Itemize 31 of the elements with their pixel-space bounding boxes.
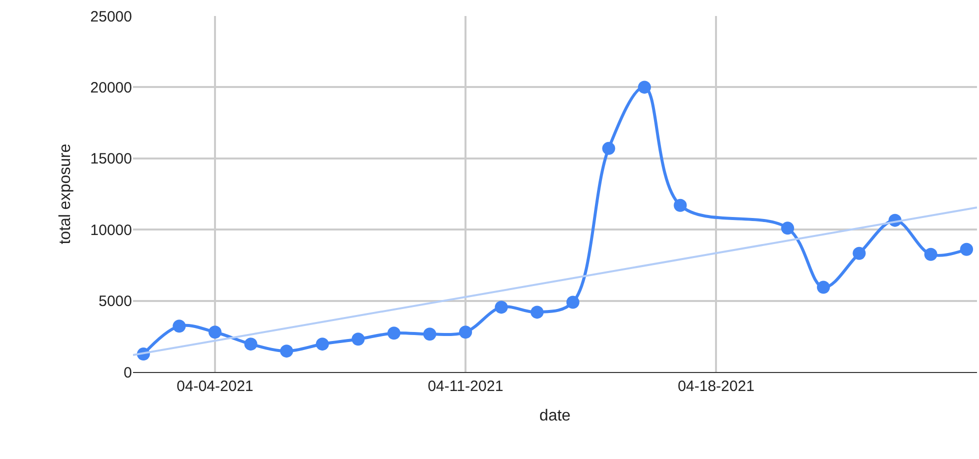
point (816, 280, 830, 294)
point (208, 326, 222, 339)
point (924, 248, 938, 261)
point (566, 296, 580, 309)
y-tick-label: 20000 (90, 79, 132, 96)
point (638, 80, 651, 94)
point (960, 242, 974, 256)
y-tick-label: 10000 (90, 222, 132, 239)
point (244, 338, 258, 351)
point (602, 142, 616, 155)
y-tick-label: 0 (124, 364, 132, 382)
point (172, 320, 186, 333)
point (387, 326, 400, 340)
x-axis-title: date (539, 408, 571, 425)
y-tick-label: 25000 (90, 8, 132, 26)
point (530, 306, 544, 319)
x-tick-label: 04-11-2021 (428, 378, 504, 395)
point (459, 326, 472, 339)
x-tick-label: 04-04-2021 (176, 378, 254, 395)
y-tick-label: 5000 (98, 293, 132, 310)
point (674, 198, 687, 212)
x-tick-label: 04-18-2021 (678, 378, 754, 395)
y-axis-title: total exposure (57, 144, 74, 244)
point (852, 246, 866, 260)
point (316, 338, 329, 351)
point (423, 328, 436, 341)
point (352, 332, 365, 346)
point (280, 344, 294, 358)
point (781, 222, 794, 235)
y-tick-label: 15000 (90, 150, 132, 168)
point (494, 300, 508, 314)
